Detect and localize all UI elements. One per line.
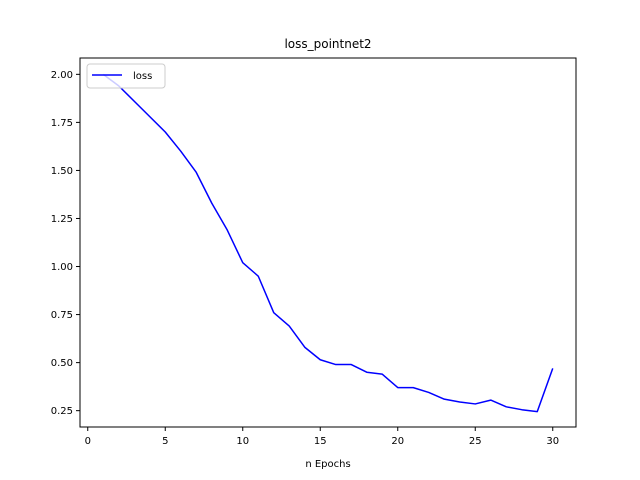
y-tick-label: 1.00 [51, 262, 73, 273]
y-axis: 0.25 0.50 0.75 1.00 1.25 1.50 1.75 2.00 [51, 70, 80, 417]
plot-area [102, 73, 554, 413]
legend-label: loss [133, 71, 152, 82]
x-tick-label: 0 [85, 436, 91, 447]
x-axis: 0 5 10 15 20 25 30 [85, 427, 559, 447]
series-line-loss [102, 73, 554, 413]
x-tick-label: 5 [162, 436, 168, 447]
x-tick-label: 25 [469, 436, 482, 447]
axes-frame [79, 57, 577, 428]
y-tick-label: 1.75 [51, 118, 73, 129]
x-tick-label: 15 [314, 436, 327, 447]
x-tick-label: 10 [236, 436, 249, 447]
y-tick-label: 1.50 [51, 166, 73, 177]
chart-title: loss_pointnet2 [284, 37, 371, 51]
x-tick-label: 20 [391, 436, 404, 447]
legend: loss [86, 63, 166, 89]
x-axis-label: n Epochs [305, 459, 350, 470]
y-tick-label: 0.25 [51, 406, 73, 417]
y-tick-label: 2.00 [51, 70, 73, 81]
legend-box [86, 63, 166, 89]
y-tick-label: 1.25 [51, 214, 73, 225]
y-tick-label: 0.75 [51, 310, 73, 321]
x-tick-label: 30 [546, 436, 559, 447]
y-tick-label: 0.50 [51, 358, 73, 369]
